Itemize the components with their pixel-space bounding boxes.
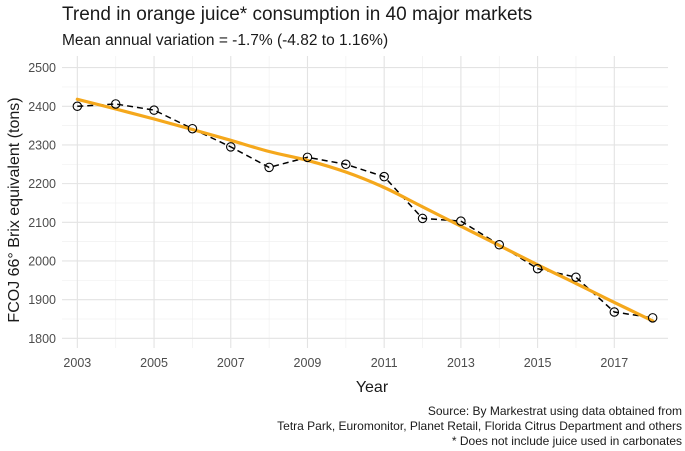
x-tick-label: 2003 — [63, 356, 91, 370]
data-point — [149, 105, 159, 115]
y-axis-ticks: 1800 1900 2000 2100 2200 2300 2400 2500 — [28, 61, 56, 346]
caption-sources: Tetra Park, Euromonitor, Planet Retail, … — [277, 419, 682, 433]
data-point — [532, 263, 543, 274]
data-point — [302, 152, 313, 163]
y-tick-label: 2100 — [28, 216, 56, 230]
x-tick-label: 2009 — [294, 356, 322, 370]
x-tick-label: 2007 — [217, 356, 245, 370]
data-point — [341, 159, 351, 170]
trend-series-line — [75, 97, 655, 323]
data-point — [494, 239, 504, 250]
data-point — [226, 142, 236, 152]
data-point — [110, 99, 121, 109]
data-point — [72, 101, 83, 112]
x-tick-label: 2017 — [600, 356, 628, 370]
y-tick-label: 2300 — [28, 138, 56, 152]
x-tick-label: 2011 — [371, 356, 398, 370]
data-point — [571, 272, 581, 282]
caption-footnote: * Does not include juice used in carbona… — [452, 434, 682, 448]
y-tick-label: 2200 — [28, 177, 56, 191]
plot-grid — [62, 56, 668, 348]
y-tick-label: 1800 — [28, 332, 56, 346]
y-axis-title: FCOJ 66° Brix equivalent (tons) — [6, 97, 23, 322]
data-point — [417, 213, 428, 224]
data-point — [187, 123, 198, 134]
data-point — [379, 171, 389, 182]
chart-title: Trend in orange juice* consumption in 40… — [62, 4, 532, 25]
y-tick-label: 2500 — [28, 61, 56, 75]
x-axis-ticks: 2003 2005 2007 2009 2011 2013 2015 2017 — [63, 356, 628, 370]
data-point — [456, 216, 466, 226]
y-tick-label: 2000 — [28, 254, 56, 268]
x-tick-label: 2013 — [447, 356, 475, 370]
observed-series-line — [77, 103, 653, 319]
x-tick-label: 2015 — [524, 356, 552, 370]
x-axis-title: Year — [356, 379, 389, 396]
x-tick-label: 2005 — [140, 356, 168, 370]
data-point — [609, 307, 620, 317]
data-point — [647, 313, 658, 323]
caption-source: Source: By Markestrat using data obtaine… — [428, 404, 682, 418]
data-point — [264, 162, 274, 173]
chart-subtitle: Mean annual variation = -1.7% (-4.82 to … — [62, 32, 388, 49]
y-tick-label: 1900 — [28, 293, 56, 307]
series-layer — [72, 97, 658, 323]
y-tick-label: 2400 — [28, 100, 56, 114]
